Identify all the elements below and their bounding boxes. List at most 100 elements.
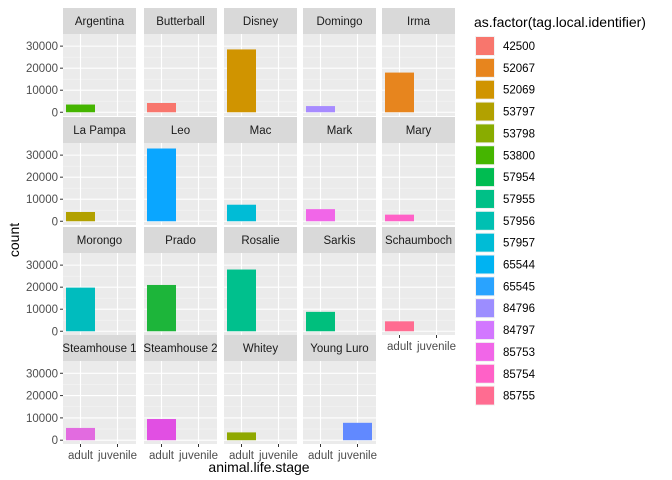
facet-panels: Argentina Butterball Disney Domingo Irma La P…: [62, 8, 455, 444]
facet-strip: [382, 8, 455, 34]
bar-young-luro: [343, 422, 372, 441]
legend-swatch-57957: [476, 233, 494, 252]
facet-panel-argentina: Argentina: [63, 8, 136, 116]
y-tick-label: 0: [52, 216, 58, 228]
y-tick-label: 20000: [26, 391, 58, 403]
bar-leo: [147, 148, 176, 222]
bar-domingo: [306, 106, 335, 113]
legend-swatch-85753: [476, 342, 494, 361]
legend-label-57954: 57954: [503, 172, 536, 184]
facet-strip: [303, 8, 376, 34]
facet-panel-rosalie: Rosalie: [224, 227, 297, 335]
facet-panel-schaumboch: Schaumboch: [382, 227, 455, 335]
legend-label-84796: 84796: [503, 303, 535, 315]
bar-mary: [385, 214, 414, 222]
facet-panel-young-luro: Young Luro: [303, 335, 376, 444]
facet-strip-label: Butterball: [156, 16, 205, 28]
facet-strip-label: Young Luro: [310, 343, 368, 355]
facet-strip-label: Mark: [327, 125, 353, 137]
facet-panel-whitey: Whitey: [224, 335, 297, 444]
panel-background: [63, 34, 136, 116]
facet-strip-label: Schaumboch: [385, 235, 452, 247]
facet-strip: [382, 227, 455, 253]
facet-panel-disney: Disney: [224, 8, 297, 116]
legend-swatch-57954: [476, 168, 494, 187]
x-tick-label: juvenile: [258, 450, 298, 462]
facet-strip-label: Whitey: [243, 343, 278, 355]
facet-strip: [63, 227, 136, 253]
facet-strip: [144, 8, 217, 34]
legend-swatch-84796: [476, 299, 494, 318]
facet-panel-mac: Mac: [224, 117, 297, 225]
facet-panel-steamhouse-1: Steamhouse 1: [62, 335, 137, 444]
bar-mac: [227, 204, 256, 222]
legend-label-57956: 57956: [503, 216, 535, 228]
facet-panel-mary: Mary: [382, 117, 455, 225]
legend-label-65545: 65545: [503, 281, 535, 293]
facet-strip-label: La Pampa: [73, 125, 126, 137]
y-tick-label: 30000: [26, 368, 58, 380]
legend-swatch-52069: [476, 80, 494, 99]
facet-strip-label: Steamhouse 2: [143, 343, 217, 355]
legend-label-57957: 57957: [503, 238, 535, 250]
x-tick-label: adult: [149, 450, 175, 462]
facet-strip-label: Sarkis: [324, 235, 356, 247]
facet-panel-mark: Mark: [303, 117, 376, 225]
x-tick-label: adult: [387, 341, 413, 353]
bar-sarkis: [306, 311, 335, 332]
facet-panel-morongo: Morongo: [63, 227, 136, 335]
bar-steamhouse-1: [66, 427, 95, 441]
facet-panel-sarkis: Sarkis: [303, 227, 376, 335]
legend-swatch-53798: [476, 124, 494, 143]
facet-panel-prado: Prado: [144, 227, 217, 335]
legend-swatch-57956: [476, 211, 494, 230]
facet-strip: [144, 335, 217, 361]
y-tick-label: 0: [52, 326, 58, 338]
facet-strip-label: Leo: [171, 125, 190, 137]
facet-strip-label: Mac: [250, 125, 272, 137]
legend-swatch-42500: [476, 37, 494, 55]
facet-panel-domingo: Domingo: [303, 8, 376, 116]
x-tick-label: juvenile: [337, 450, 377, 462]
bar-steamhouse-2: [147, 419, 176, 441]
facet-strip: [382, 117, 455, 143]
y-tick-label: 30000: [26, 260, 58, 272]
x-tick-label: juvenile: [416, 341, 456, 353]
bar-prado: [147, 284, 176, 332]
facet-panel-leo: Leo: [144, 117, 217, 225]
legend-label-53798: 53798: [503, 128, 535, 140]
y-axis-title: count: [6, 223, 22, 257]
axes-layer: 0 10000 20000 30000 0 10000 20000 30000 0 10000 20…: [26, 41, 456, 462]
facet-strip-label: Irma: [407, 16, 431, 28]
panel-background: [382, 143, 455, 225]
legend-swatch-65544: [476, 255, 494, 274]
facet-strip-label: Rosalie: [241, 235, 279, 247]
legend-label-85753: 85753: [503, 347, 535, 359]
facet-strip: [63, 335, 136, 361]
legend-label-85754: 85754: [503, 369, 536, 381]
y-tick-label: 20000: [26, 63, 58, 75]
legend-swatch-65545: [476, 277, 494, 296]
facet-strip: [224, 227, 297, 253]
bar-la-pampa: [66, 211, 95, 222]
bar-whitey: [227, 432, 256, 441]
y-tick-label: 20000: [26, 282, 58, 294]
bar-schaumboch: [385, 321, 414, 332]
facet-strip: [144, 117, 217, 143]
legend-swatch-84797: [476, 321, 494, 340]
y-tick-label: 0: [52, 107, 58, 119]
y-tick-label: 20000: [26, 172, 58, 184]
legend-label-52069: 52069: [503, 85, 535, 97]
bar-argentina: [66, 104, 95, 113]
facet-strip: [144, 227, 217, 253]
y-tick-label: 10000: [26, 85, 58, 97]
x-tick-label: juvenile: [97, 450, 137, 462]
legend-label-65544: 65544: [503, 260, 536, 272]
legend-label-84797: 84797: [503, 325, 535, 337]
x-tick-label: adult: [68, 450, 94, 462]
facet-strip-label: Prado: [165, 235, 196, 247]
legend-label-53800: 53800: [503, 150, 535, 162]
panel-background: [224, 361, 297, 444]
y-tick-label: 10000: [26, 413, 58, 425]
